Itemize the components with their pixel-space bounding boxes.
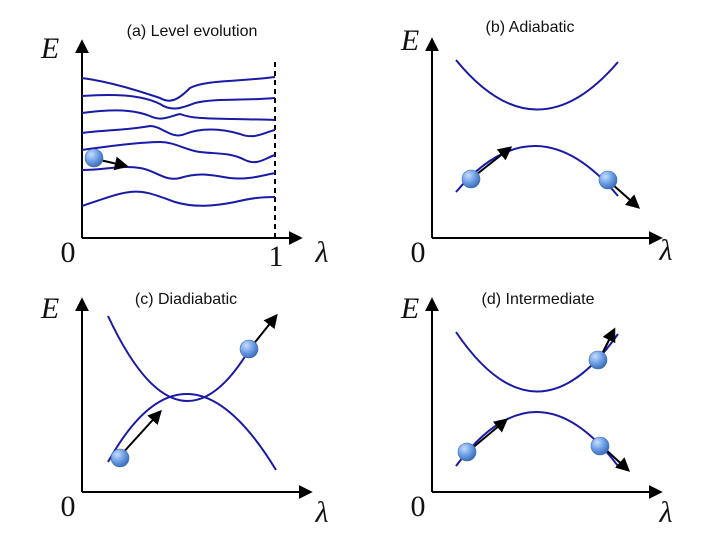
panel-d-origin-label: 0 bbox=[411, 490, 426, 523]
panel-d-arrow-start bbox=[469, 418, 509, 451]
panel-a-end-label: 1 bbox=[269, 240, 284, 273]
level-curve-4 bbox=[81, 124, 276, 138]
panel-a-x-label: λ bbox=[315, 236, 329, 269]
panel-a-motion-arrow bbox=[99, 156, 129, 171]
panel-c-lower-level bbox=[107, 393, 277, 471]
panel-a-y-label: E bbox=[40, 32, 59, 65]
level-curve-1 bbox=[81, 76, 276, 102]
panel-d-y-label: E bbox=[400, 292, 419, 325]
panel-b-arrow-end bbox=[611, 183, 641, 209]
panel-a-particle bbox=[84, 148, 104, 168]
panel-b-particle-start bbox=[461, 169, 481, 189]
panel-d: (d) Intermediate E λ 0 bbox=[400, 291, 673, 529]
panel-b-y-label: E bbox=[400, 24, 419, 57]
panel-d-lower-level bbox=[455, 411, 619, 467]
panel-a-origin-label: 0 bbox=[61, 236, 76, 269]
level-curve-3 bbox=[81, 109, 276, 121]
panel-c-particle-start bbox=[110, 448, 130, 468]
panel-c-y-label: E bbox=[40, 292, 59, 325]
panel-c-particle-end bbox=[239, 339, 259, 359]
panel-a-title: (a) Level evolution bbox=[127, 23, 258, 40]
panel-c-x-label: λ bbox=[315, 496, 329, 529]
level-curve-7 bbox=[81, 190, 276, 207]
panel-b-title: (b) Adiabatic bbox=[486, 19, 575, 36]
panel-b-arrow-start bbox=[471, 146, 513, 179]
panel-d-x-label: λ bbox=[659, 496, 673, 529]
level-curve-2 bbox=[81, 93, 276, 110]
panel-c-title: (c) Diadiabatic bbox=[135, 291, 237, 308]
panel-d-title: (d) Intermediate bbox=[482, 291, 595, 308]
panel-d-particle-start bbox=[457, 442, 477, 462]
panel-b-upper-level bbox=[455, 59, 619, 111]
panel-d-arrow-lower-end bbox=[603, 447, 631, 472]
panel-b-x-label: λ bbox=[659, 234, 673, 267]
panel-c: (c) Diadiabatic E λ 0 bbox=[40, 291, 329, 529]
panel-b: (b) Adiabatic E λ 0 bbox=[400, 19, 673, 269]
panel-c-arrow-end bbox=[251, 313, 278, 347]
panel-d-particle-upper bbox=[588, 350, 608, 370]
panel-c-origin-label: 0 bbox=[61, 490, 76, 523]
panel-c-upper-level bbox=[107, 315, 253, 402]
panel-a: (a) Level evolution E λ 0 1 bbox=[40, 23, 329, 273]
level-curve-6 bbox=[81, 166, 276, 180]
level-curve-5 bbox=[81, 140, 276, 164]
panel-b-origin-label: 0 bbox=[411, 236, 426, 269]
panel-c-arrow-start bbox=[119, 409, 162, 457]
panel-b-particle-end bbox=[598, 170, 618, 190]
panel-d-particle-lower bbox=[590, 436, 610, 456]
